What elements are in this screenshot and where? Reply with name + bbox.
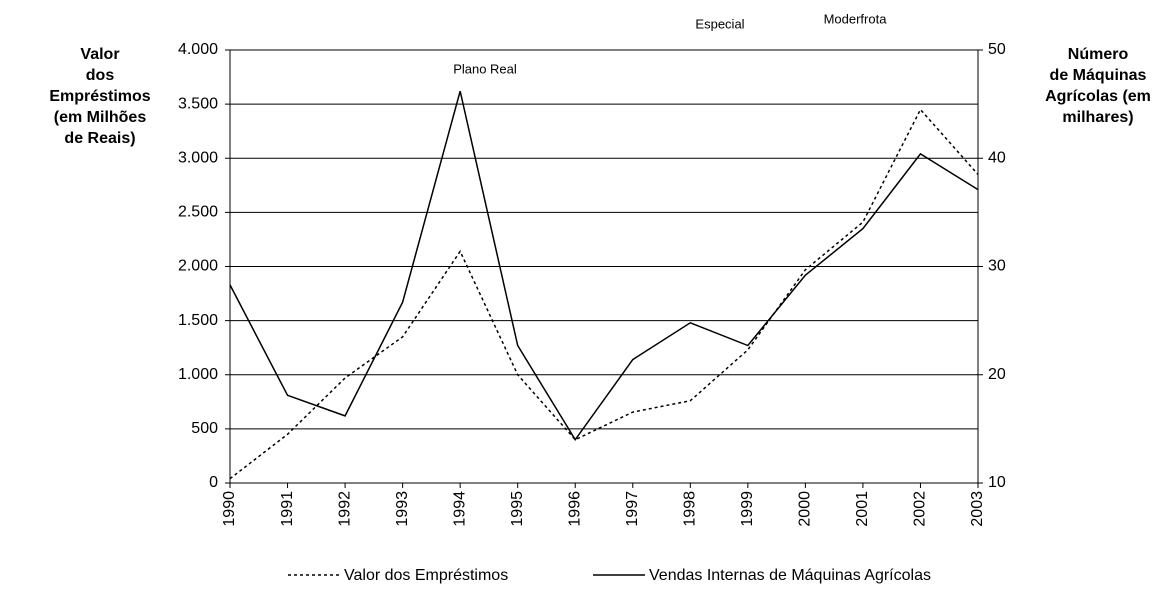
x-tick-label: 2000: [797, 491, 814, 527]
y2-axis-title: Agrícolas (em: [1045, 88, 1151, 105]
annotation: Moderfrota: [824, 11, 888, 26]
x-tick-label: 1991: [279, 491, 296, 527]
x-tick-label: 1998: [682, 491, 699, 527]
y-axis-title: Valor: [80, 46, 119, 63]
x-tick-label: 1992: [336, 491, 353, 527]
y2-axis-title: milhares): [1062, 109, 1133, 126]
x-tick-label: 2001: [854, 491, 871, 527]
y-tick-label: 1.500: [178, 312, 218, 329]
annotation: Plano Real: [453, 61, 517, 76]
y-axis-title: de Reais): [64, 130, 135, 147]
y-axis-title: dos: [86, 67, 115, 84]
x-tick-label: 2002: [912, 491, 929, 527]
series-line: [229, 108, 979, 480]
x-tick-label: 1990: [221, 491, 238, 527]
y2-tick-label: 30: [988, 258, 1006, 275]
series-line: [229, 90, 979, 442]
annotation: Especial: [695, 16, 744, 31]
x-tick-label: 1993: [394, 491, 411, 527]
y2-axis-title: Número: [1068, 46, 1129, 63]
x-tick-label: 2003: [969, 491, 986, 527]
x-tick-label: 1994: [451, 491, 468, 527]
x-tick-label: 1997: [624, 491, 641, 527]
y2-tick-label: 40: [988, 149, 1006, 166]
y-tick-label: 3.000: [178, 149, 218, 166]
legend-label: Valor dos Empréstimos: [344, 567, 508, 584]
y-tick-label: 4.000: [178, 41, 218, 58]
y-tick-label: 3.500: [178, 95, 218, 112]
legend-label: Vendas Internas de Máquinas Agrícolas: [649, 567, 931, 584]
y-tick-label: 2.500: [178, 204, 218, 221]
y2-tick-label: 20: [988, 366, 1006, 383]
y-tick-label: 0: [209, 474, 218, 491]
y-tick-label: 500: [191, 420, 218, 437]
y2-tick-label: 50: [988, 41, 1006, 58]
y-tick-label: 2.000: [178, 258, 218, 275]
y-axis-title: (em Milhões: [54, 109, 147, 126]
y-tick-label: 1.000: [178, 366, 218, 383]
y2-axis-title: de Máquinas: [1050, 67, 1147, 84]
y-axis-title: Empréstimos: [49, 88, 150, 105]
y2-tick-label: 10: [988, 474, 1006, 491]
x-tick-label: 1999: [739, 491, 756, 527]
x-tick-label: 1995: [509, 491, 526, 527]
x-tick-label: 1996: [566, 491, 583, 527]
